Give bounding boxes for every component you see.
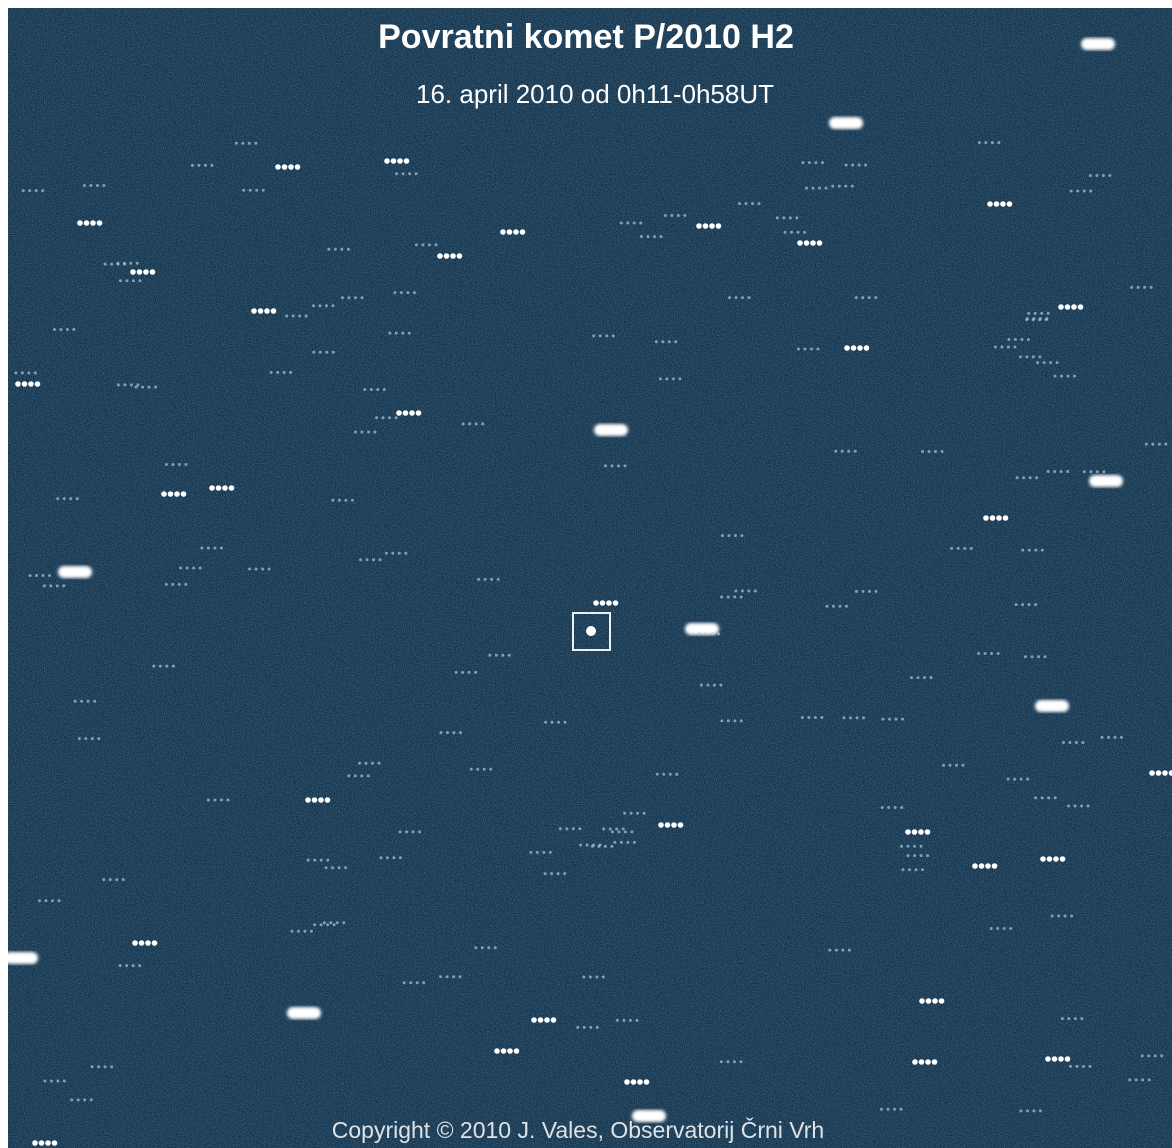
comet — [586, 626, 596, 636]
star-trail — [58, 566, 92, 578]
page: Povratni komet P/2010 H2 16. april 2010 … — [0, 0, 1172, 1148]
star-trail — [1089, 475, 1123, 487]
star-trail — [594, 424, 628, 436]
star-trail — [829, 117, 863, 129]
star-trail — [287, 1007, 321, 1019]
star-trail — [1035, 700, 1069, 712]
subtitle: 16. april 2010 od 0h11-0h58UT — [416, 79, 774, 109]
copyright: Copyright © 2010 J. Vales, Observatorij … — [332, 1116, 824, 1143]
title: Povratni komet P/2010 H2 — [378, 18, 794, 56]
astro-photo: Povratni komet P/2010 H2 16. april 2010 … — [0, 0, 1172, 1148]
star-trail — [685, 623, 719, 635]
star-trail — [4, 952, 38, 964]
star-trail — [1081, 38, 1115, 50]
